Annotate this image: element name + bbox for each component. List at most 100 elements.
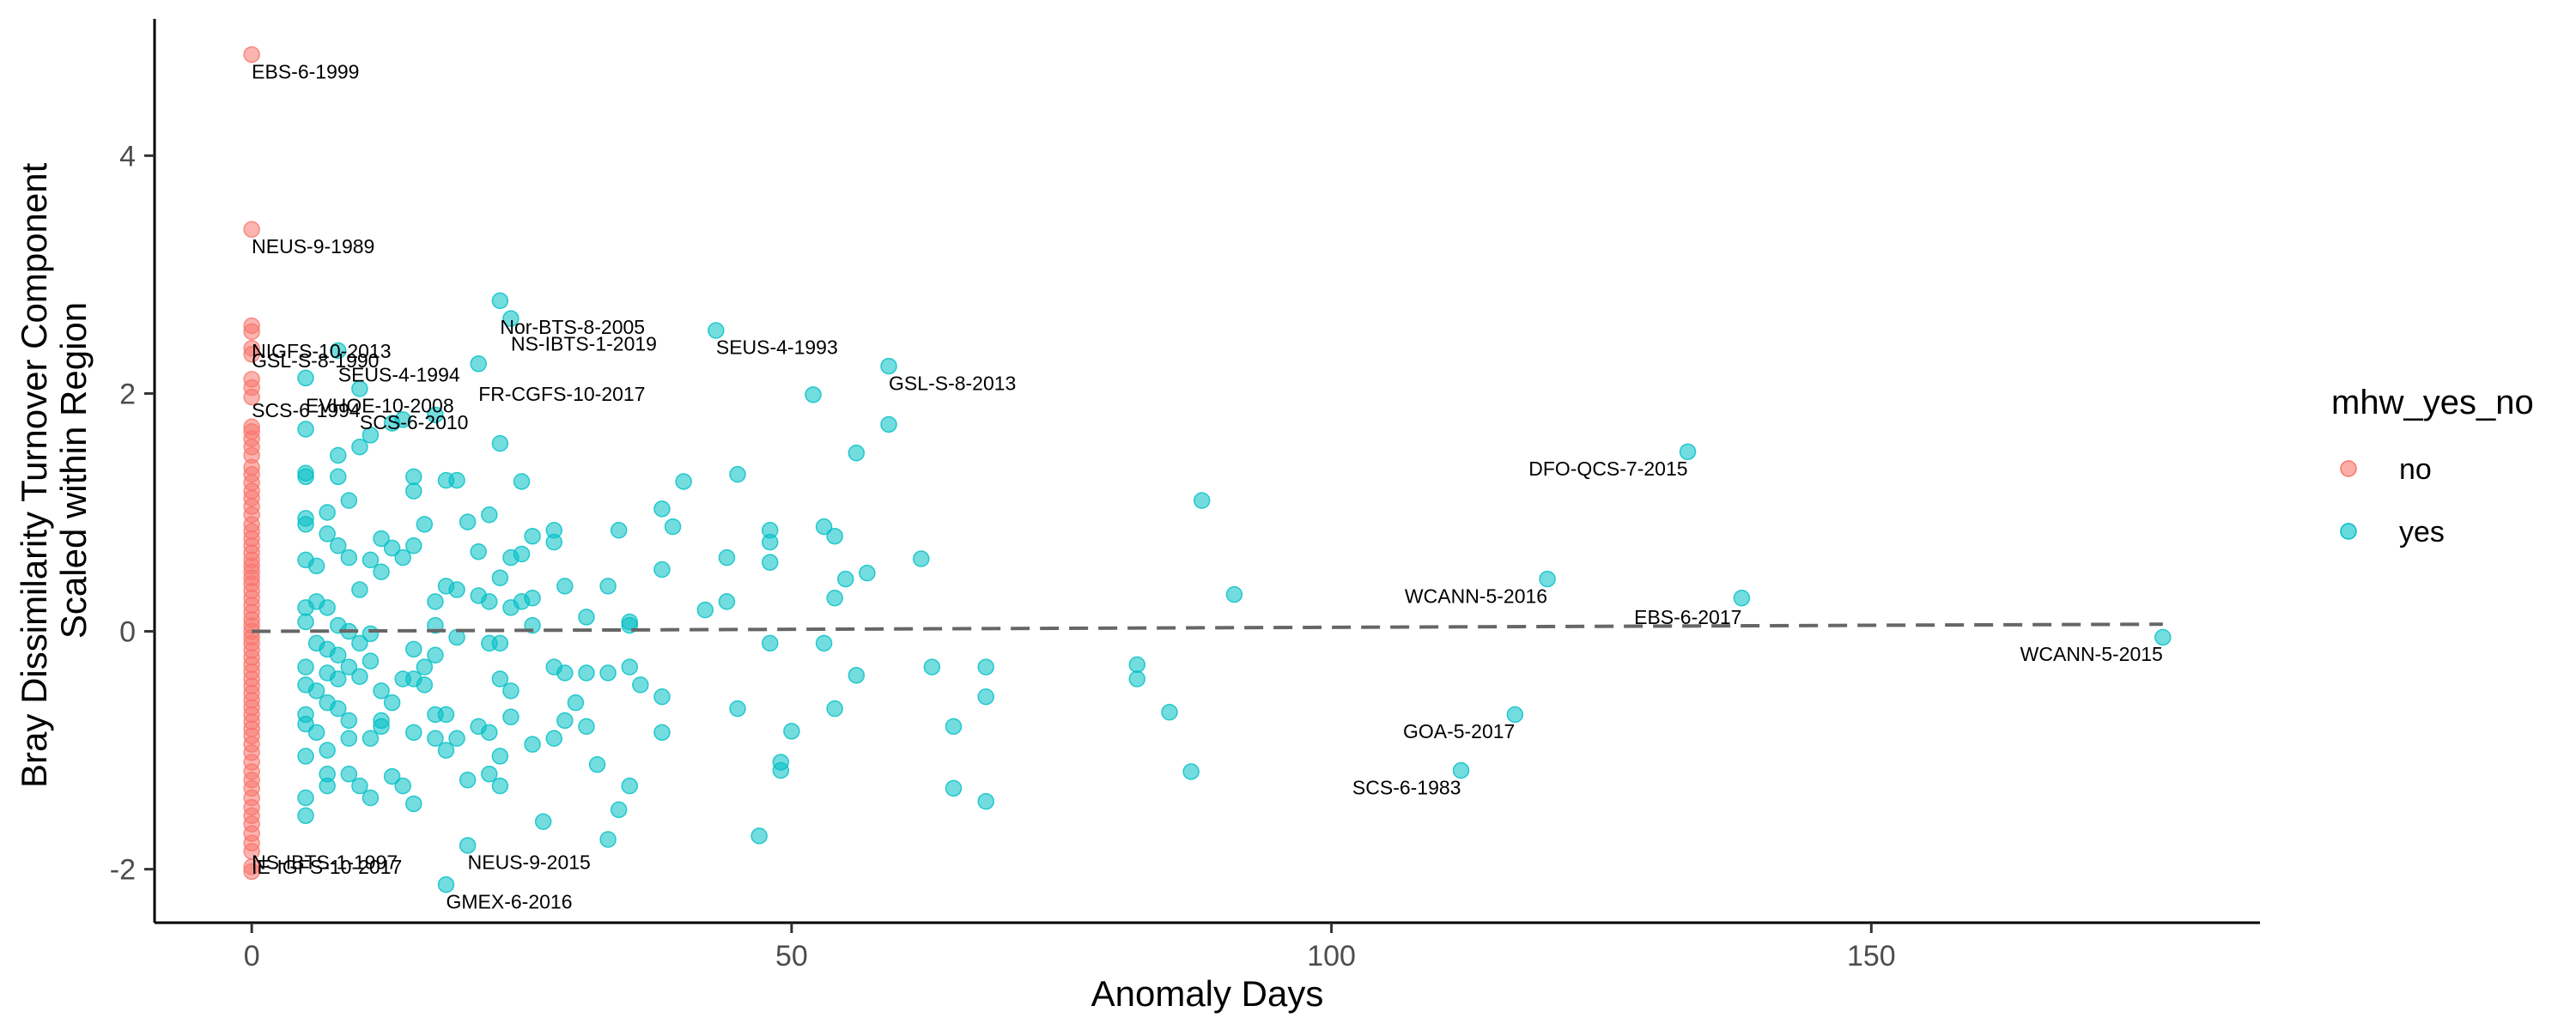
data-point-yes (1733, 590, 1751, 607)
data-point-yes (534, 813, 552, 830)
data-point-yes (491, 777, 509, 795)
point-label: SCS-6-1983 (1352, 776, 1461, 798)
data-point-yes (459, 771, 477, 789)
data-point-yes (1539, 570, 1556, 588)
point-label: FR-CGFS-10-2017 (478, 383, 645, 405)
data-point-yes (340, 492, 358, 509)
data-point-yes (945, 779, 963, 797)
data-point-yes (653, 688, 671, 706)
data-point-yes (696, 601, 714, 619)
data-point-yes (491, 434, 509, 452)
x-tick-label: 100 (1307, 940, 1356, 972)
data-point-yes (945, 718, 963, 736)
point-label: Nor-BTS-8-2005 (500, 316, 645, 338)
data-point-yes (491, 670, 509, 688)
data-point-yes (1452, 761, 1470, 779)
data-point-yes (427, 593, 444, 610)
data-point-yes (416, 516, 434, 533)
data-point-yes (653, 500, 671, 518)
point-label: SEUS-4-1994 (338, 364, 460, 386)
data-point-yes (340, 548, 358, 566)
data-point-yes (330, 446, 347, 464)
data-point-yes (297, 516, 314, 533)
y-tick-label: 0 (119, 616, 136, 649)
data-point-yes (448, 730, 465, 747)
data-point-yes (578, 664, 595, 682)
data-point-yes (361, 789, 380, 807)
data-point-yes (556, 664, 574, 682)
point-label: SCS-6-1994 (252, 399, 361, 421)
data-point-yes (437, 706, 455, 724)
data-point-yes (319, 525, 336, 542)
data-point-no (243, 221, 260, 238)
data-point-yes (718, 548, 736, 566)
data-point-yes (394, 411, 411, 428)
data-point-yes (826, 527, 843, 545)
y-axis-title: Bray Dissimilarity Turnover Component Sc… (14, 153, 94, 788)
data-point-yes (427, 406, 444, 424)
data-point-yes (448, 581, 465, 598)
data-point-yes (361, 730, 380, 747)
point-label: NIGFS-10-2013 (252, 340, 391, 362)
data-point-yes (837, 570, 854, 588)
data-point-yes (330, 537, 347, 554)
data-point-yes (351, 668, 368, 685)
data-point-yes (427, 730, 444, 747)
data-point-yes (513, 473, 531, 490)
data-point-yes (340, 712, 358, 730)
data-point-yes (373, 563, 390, 581)
data-point-yes (750, 827, 768, 845)
data-point-yes (427, 646, 444, 664)
data-point-yes (502, 310, 519, 327)
data-point-yes (653, 560, 671, 579)
data-point-no (243, 323, 260, 341)
data-point-yes (1128, 656, 1146, 674)
data-point-yes (394, 777, 411, 795)
data-point-yes (513, 545, 531, 563)
data-point-yes (319, 599, 336, 616)
data-point-yes (459, 837, 477, 854)
data-point-yes (481, 724, 498, 742)
data-point-yes (361, 652, 380, 670)
y-axis-title-line-1: Bray Dissimilarity Turnover Component (14, 162, 54, 788)
data-point-yes (761, 554, 779, 571)
data-point-yes (977, 792, 994, 810)
data-point-yes (373, 530, 390, 548)
point-label: DFO-QCS-7-2015 (1528, 457, 1687, 480)
data-point-yes (340, 730, 358, 747)
data-point-yes (491, 634, 509, 652)
data-point-yes (361, 625, 380, 643)
data-point-yes (502, 682, 519, 700)
data-point-yes (307, 724, 325, 742)
data-point-yes (599, 831, 617, 848)
data-point-yes (330, 670, 347, 688)
data-point-yes (1161, 704, 1178, 721)
data-point-yes (491, 569, 509, 586)
data-point-yes (610, 801, 628, 819)
data-point-yes (718, 593, 736, 610)
x-axis-title: Anomaly Days (1091, 973, 1324, 1014)
data-point-yes (653, 724, 671, 742)
data-point-yes (545, 533, 563, 551)
y-tick-label: -2 (110, 854, 136, 887)
data-point-yes (361, 427, 380, 444)
point-label: WCANN-5-2015 (2020, 643, 2163, 665)
data-point-yes (880, 357, 897, 375)
trend-line (252, 622, 2163, 633)
point-label: EBS-6-2017 (1634, 606, 1741, 628)
data-point-yes (491, 748, 509, 765)
data-point-yes (632, 676, 649, 694)
data-point-yes (664, 518, 682, 536)
data-point-yes (524, 590, 541, 607)
data-point-yes (761, 634, 779, 652)
data-point-yes (599, 578, 617, 595)
legend-title: mhw_yes_no (2331, 384, 2534, 421)
point-label: NS-IBTS-1-1997 (252, 851, 398, 874)
data-point-yes (815, 518, 833, 536)
data-point-yes (351, 777, 368, 795)
data-point-yes (708, 322, 725, 339)
point-label: SCS-6-2010 (360, 411, 469, 433)
data-point-yes (977, 688, 994, 706)
point-label: GSL-S-8-2013 (889, 372, 1016, 394)
